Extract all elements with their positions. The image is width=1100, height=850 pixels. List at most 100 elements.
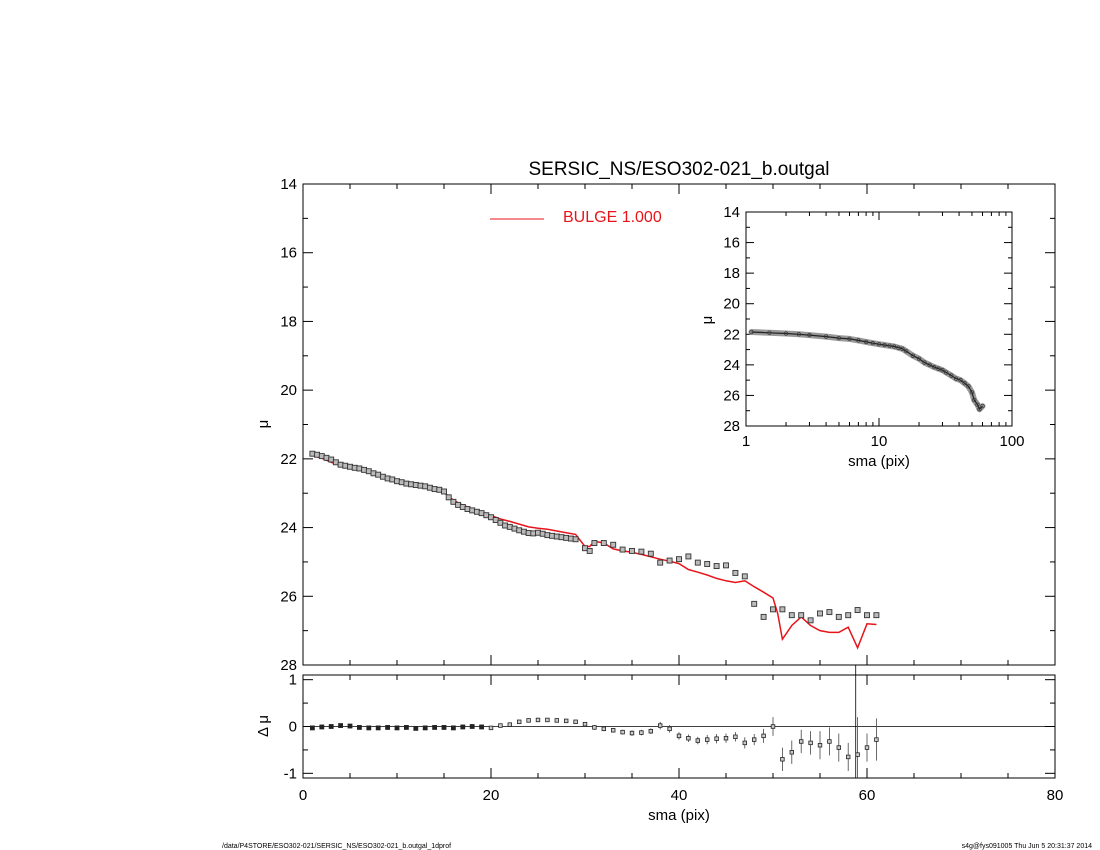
residual-data-point	[413, 725, 419, 731]
inset-axis-ticks	[745, 211, 1013, 427]
residual-data-point	[667, 726, 672, 732]
residual-data-point	[432, 725, 438, 730]
main-y-axis-label: μ	[255, 420, 272, 429]
inset-data-point	[944, 370, 949, 375]
residual-data-point	[695, 738, 700, 743]
residual-y-tick-label: -1	[284, 765, 297, 782]
residual-data-point	[469, 724, 475, 729]
residual-data-point	[554, 718, 559, 723]
inset-data-point	[958, 377, 963, 383]
residual-x-axis-label: sma (pix)	[648, 807, 710, 824]
residual-data-point	[639, 730, 644, 735]
residual-data-point	[479, 724, 485, 730]
residual-data-point	[328, 724, 334, 729]
inset-data-point	[863, 339, 869, 345]
main-data-point	[845, 612, 852, 619]
residual-data-point	[573, 719, 578, 725]
residual-data-point	[855, 752, 860, 757]
residual-data-point	[356, 725, 362, 730]
residual-data-point	[338, 723, 344, 728]
main-data-point	[732, 569, 739, 576]
main-data-point	[835, 613, 842, 620]
main-data-point	[356, 465, 363, 472]
residual-y-tick-label: 0	[289, 719, 297, 736]
main-y-tick-label: 22	[280, 451, 297, 468]
residual-data-point	[319, 724, 325, 730]
inset-y-tick-label: 18	[723, 265, 740, 282]
inset-data-point	[903, 348, 909, 354]
residual-data-point	[808, 740, 813, 746]
inset-data-point	[949, 373, 954, 378]
residual-data-point	[874, 737, 879, 742]
residual-data-point	[780, 757, 785, 762]
residual-data-point	[545, 717, 550, 723]
residual-data-point	[526, 718, 531, 723]
main-data-point	[572, 536, 579, 543]
inset-data-point	[856, 338, 861, 343]
inset-data-point	[980, 403, 985, 409]
inset-x-tick-label: 100	[999, 433, 1024, 450]
main-data-point	[318, 453, 325, 460]
main-data-point	[323, 454, 330, 461]
main-data-point	[379, 473, 386, 480]
main-y-tick-labels: 14 16 18 20 22 24 26 28	[280, 176, 297, 674]
inset-data-point	[975, 402, 980, 407]
inset-data-point	[892, 344, 897, 349]
main-data-point	[666, 557, 673, 564]
main-y-tick-label: 16	[280, 245, 297, 262]
inset-x-tick-label: 10	[871, 433, 888, 450]
main-data-point	[558, 534, 565, 541]
main-data-point	[342, 462, 349, 469]
residual-data-point	[827, 739, 832, 744]
footer-user-time: s4g@fys091005 Thu Jun 5 20:31:37 2014	[962, 843, 1092, 850]
main-data-point	[459, 504, 466, 510]
inset-data-point	[767, 330, 772, 335]
residual-data-point	[403, 725, 409, 730]
residual-data-point	[507, 722, 512, 727]
residual-data-point	[770, 724, 776, 729]
main-data-point	[741, 573, 748, 580]
residual-data-point	[686, 736, 691, 741]
main-data-point	[854, 607, 861, 613]
residual-data-point	[864, 745, 870, 750]
main-data-point	[591, 540, 598, 546]
inset-data-point	[940, 368, 945, 373]
main-data-point	[394, 478, 400, 485]
residual-data-point	[846, 754, 851, 760]
residual-data-point	[705, 737, 710, 742]
main-data-point	[713, 563, 720, 570]
residual-data-point	[460, 724, 466, 730]
main-data-point	[779, 606, 786, 613]
main-data-point	[629, 547, 635, 554]
inset-data-point	[900, 346, 905, 351]
residual-data-point	[799, 739, 804, 744]
residual-data-points	[309, 717, 879, 778]
main-data-point	[365, 468, 372, 475]
main-data-point	[450, 498, 457, 505]
inset-y-axis-label: μ	[699, 316, 716, 325]
residual-data-point	[498, 723, 503, 728]
main-y-tick-label: 20	[280, 382, 297, 399]
inset-data-points	[748, 329, 986, 413]
main-data-point	[582, 545, 588, 552]
residual-data-point	[658, 723, 663, 728]
inset-data-point	[969, 390, 975, 395]
main-data-point	[610, 541, 617, 548]
main-data-point	[412, 482, 419, 488]
residual-data-point	[366, 725, 372, 731]
inset-tick-labels: 14 16 18 20 22 24 26 281 10 100	[723, 204, 1024, 450]
inset-y-tick-label: 26	[723, 387, 740, 404]
inset-data-point	[749, 329, 754, 335]
residual-data-point	[714, 736, 719, 741]
inset-data-point	[870, 341, 876, 346]
main-data-point	[511, 525, 518, 532]
residual-data-point	[629, 730, 635, 736]
residual-x-tick-label: 40	[671, 787, 688, 804]
main-data-point	[760, 613, 767, 620]
residual-data-point	[535, 717, 541, 723]
main-data-point	[488, 514, 494, 521]
residual-data-point	[620, 729, 625, 735]
main-data-point	[563, 534, 570, 541]
main-data-point	[873, 612, 880, 619]
